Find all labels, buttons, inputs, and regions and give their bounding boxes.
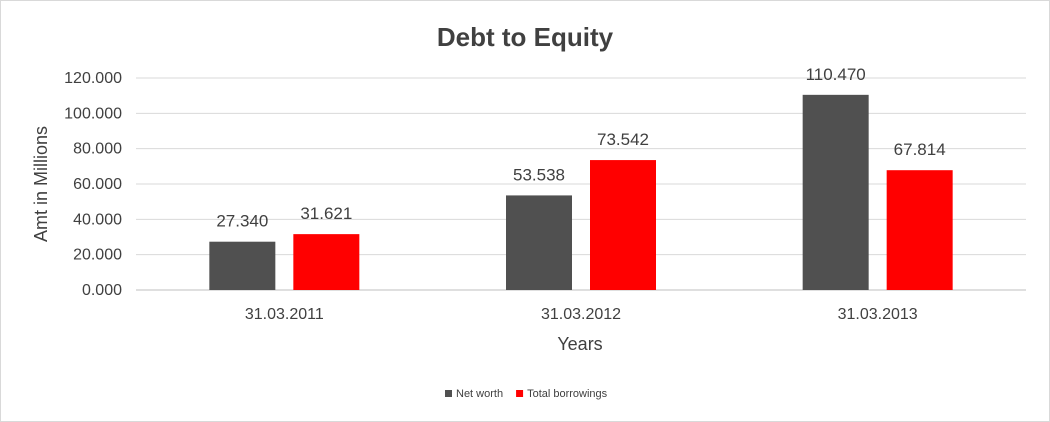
x-tick-label: 31.03.2012: [541, 306, 621, 323]
bar-net-worth: [209, 241, 276, 290]
x-tick-label: 31.03.2013: [838, 306, 918, 323]
legend-swatch: [445, 390, 452, 397]
data-label: 53.538: [513, 165, 565, 184]
y-tick-label: 60.000: [73, 176, 122, 193]
data-label: 110.470: [806, 65, 866, 84]
data-label: 73.542: [597, 130, 649, 149]
data-label: 67.814: [894, 140, 946, 159]
y-tick-label: 80.000: [73, 141, 122, 158]
y-tick-label: 120.000: [64, 70, 122, 87]
legend-label: Total borrowings: [527, 388, 608, 400]
bar-total-borrowings: [590, 160, 656, 290]
chart-title: Debt to Equity: [437, 22, 614, 52]
gridlines: [136, 77, 1026, 291]
bar-net-worth: [506, 195, 572, 290]
y-tick-label: 20.000: [73, 247, 122, 264]
y-tick-label: 40.000: [73, 211, 122, 228]
legend-label: Net worth: [456, 388, 503, 400]
y-tick-label: 0.000: [82, 282, 122, 299]
data-label: 31.621: [300, 204, 352, 223]
bar-net-worth: [802, 94, 869, 290]
y-axis-title: Amt in Millions: [31, 126, 51, 242]
x-tick-label: 31.03.2011: [245, 306, 324, 323]
y-axis-ticks: 0.000 20.000 40.000 60.000 80.000 100.000 120.…: [64, 70, 122, 299]
y-tick-label: 100.000: [64, 105, 122, 122]
bars: [209, 94, 953, 290]
legend-swatch: [516, 390, 524, 397]
x-axis-title: Years: [557, 334, 602, 354]
bar-total-borrowings: [293, 234, 360, 290]
legend: Net worth Total borrowings: [445, 388, 608, 400]
data-labels: 27.340 31.621 53.538 73.542 110.470 67.814: [216, 65, 945, 231]
bar-total-borrowings: [886, 170, 953, 290]
data-label: 27.340: [216, 212, 268, 231]
x-axis-ticks: 31.03.2011 31.03.2012 31.03.2013: [245, 306, 918, 323]
